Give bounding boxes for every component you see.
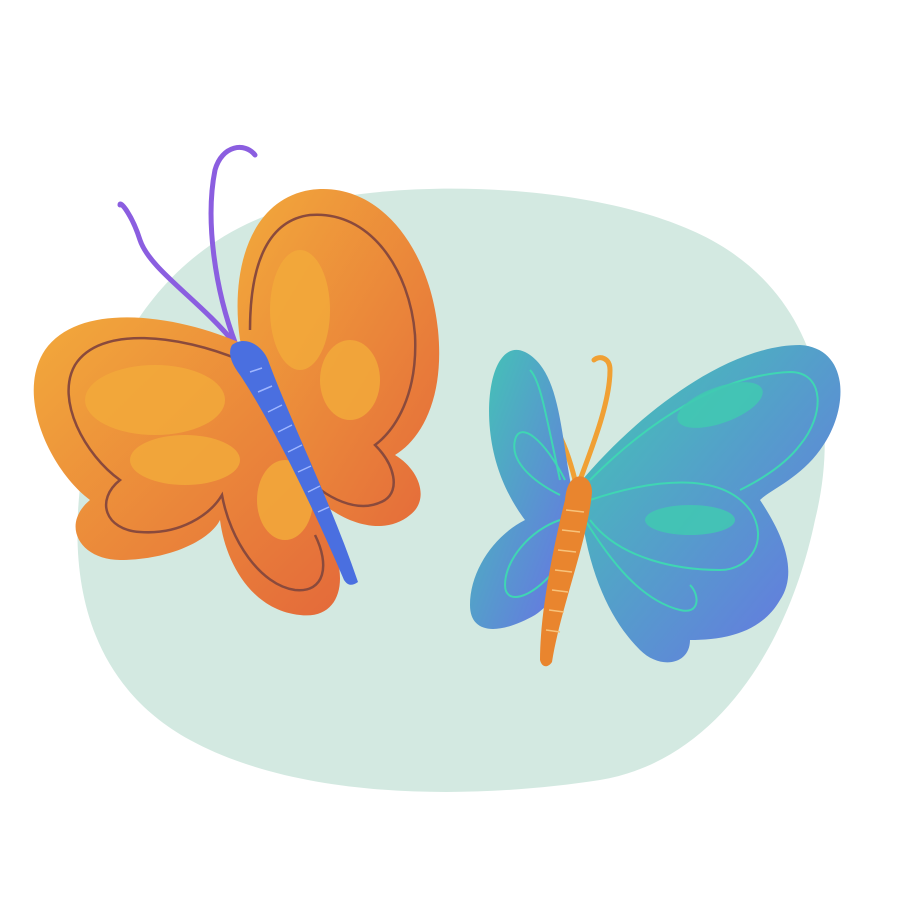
blue-butterfly-wing-outline [589,481,760,572]
orange-butterfly-body-stripes [249,367,330,513]
orange-wing-highlight [85,365,225,435]
blue-butterfly [470,345,841,667]
orange-wing-highlight [130,435,240,485]
orange-butterfly [33,145,440,616]
blue-butterfly-body-stripes [545,509,585,633]
blue-butterfly-right-wing [578,345,841,663]
orange-butterfly-antenna-left [117,201,239,348]
blue-butterfly-wing-outline [529,369,561,481]
blue-butterfly-wing-outline [589,370,819,491]
blue-butterfly-wing-outline [513,431,566,496]
blue-wing-highlight [645,505,735,535]
orange-butterfly-body [230,340,358,585]
blue-wing-highlight [677,382,763,428]
orange-butterfly-antenna-right [208,145,258,348]
orange-wing-highlight [320,340,380,420]
blue-butterfly-antenna-right [577,355,613,483]
blue-butterfly-wing-outline [503,519,561,598]
orange-wing-highlight [270,250,330,370]
orange-butterfly-wing-outline [248,213,417,508]
orange-butterfly-wing-outline-lower [67,336,325,592]
blue-butterfly-wing-outline [584,519,698,612]
